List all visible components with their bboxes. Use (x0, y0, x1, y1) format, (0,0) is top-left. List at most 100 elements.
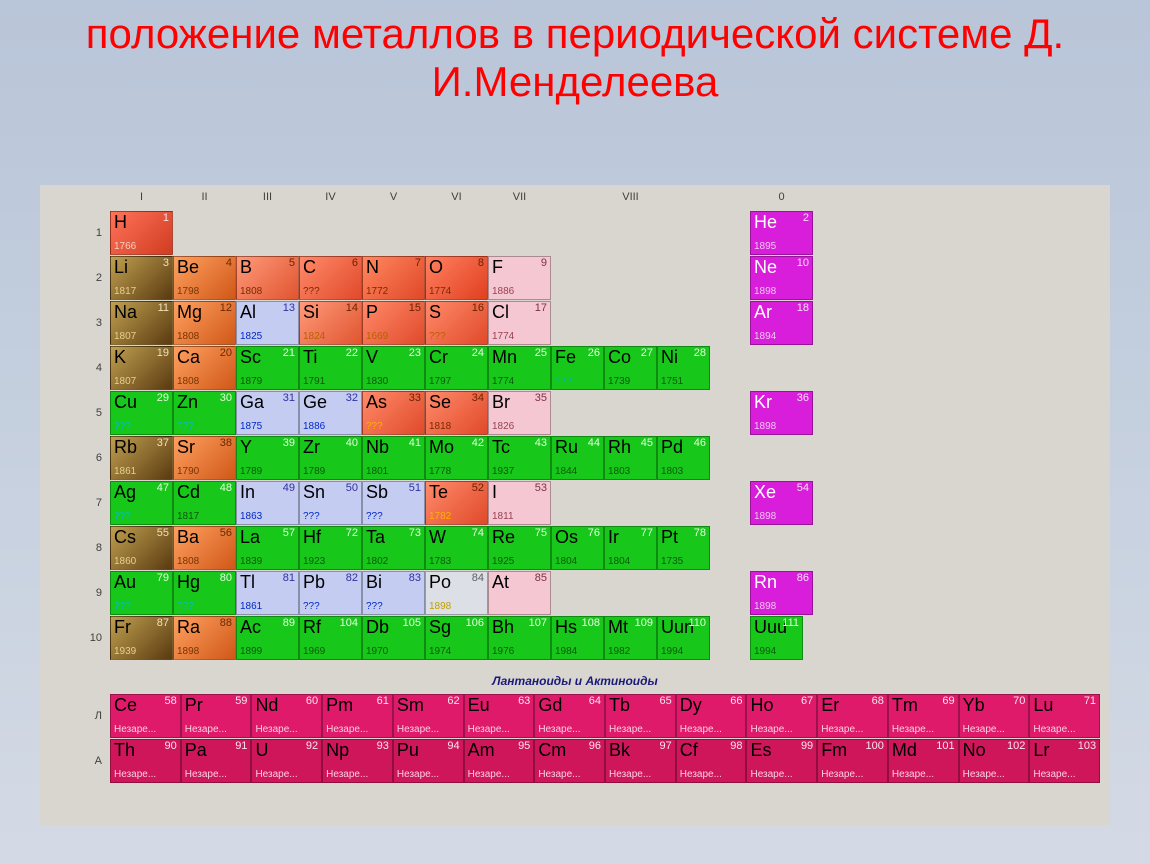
element-cell: Xe541898 (750, 481, 813, 525)
element-symbol: Pu (397, 741, 419, 759)
period-row: 9Au79???Hg80???Tl811861Pb82???Bi83???Po8… (50, 571, 1100, 615)
element-symbol: Sm (397, 696, 424, 714)
element-symbol: Th (114, 741, 135, 759)
element-cell: At85 (488, 571, 551, 615)
element-symbol: Pt (661, 528, 678, 546)
element-year: 1863 (240, 512, 262, 522)
element-symbol: Ho (750, 696, 773, 714)
element-number: 16 (472, 303, 484, 314)
element-symbol: Si (303, 303, 319, 321)
group-headers: IIIIIIIVVVIVIIVIII0 (110, 191, 1100, 209)
element-symbol: He (754, 213, 777, 231)
element-cell: Ga311875 (236, 391, 299, 435)
element-year: Незаре... (821, 725, 863, 735)
element-symbol: As (366, 393, 387, 411)
element-symbol: Br (492, 393, 510, 411)
element-year: Незаре... (114, 725, 156, 735)
element-cell: V231830 (362, 346, 425, 390)
element-symbol: La (240, 528, 260, 546)
element-symbol: Dy (680, 696, 702, 714)
element-number: 10 (797, 258, 809, 269)
element-number: 51 (409, 483, 421, 494)
element-year: 1803 (661, 467, 683, 477)
element-symbol: Pd (661, 438, 683, 456)
element-symbol: N (366, 258, 379, 276)
element-year: 1669 (366, 332, 388, 342)
element-symbol: P (366, 303, 378, 321)
group-header: III (236, 191, 299, 209)
element-number: 21 (283, 348, 295, 359)
element-number: 49 (283, 483, 295, 494)
element-number: 24 (472, 348, 484, 359)
element-year: 1898 (754, 422, 776, 432)
element-number: 82 (346, 573, 358, 584)
element-cell: Nd60Незаре... (251, 694, 322, 738)
element-year: 1789 (240, 467, 262, 477)
element-number: 2 (803, 213, 809, 224)
element-symbol: Cd (177, 483, 200, 501)
element-year: Незаре... (326, 770, 368, 780)
element-symbol: Ru (555, 438, 578, 456)
element-symbol: Bi (366, 573, 382, 591)
element-symbol: U (255, 741, 268, 759)
element-symbol: Hf (303, 528, 321, 546)
element-year: 1774 (492, 377, 514, 387)
element-cell: B51808 (236, 256, 299, 300)
period-label: 2 (50, 256, 110, 300)
element-number: 18 (797, 303, 809, 314)
element-year: 1974 (429, 647, 451, 657)
element-year: Незаре... (114, 770, 156, 780)
element-cell: Bh1071976 (488, 616, 551, 660)
period-label: 1 (50, 211, 110, 255)
element-symbol: Sc (240, 348, 261, 366)
element-year: ??? (177, 422, 194, 432)
element-symbol: Mg (177, 303, 202, 321)
element-year: Незаре... (680, 725, 722, 735)
element-number: 106 (466, 618, 484, 629)
element-number: 39 (283, 438, 295, 449)
element-cell: Cl171774 (488, 301, 551, 345)
element-symbol: Mt (608, 618, 628, 636)
element-year: 1826 (492, 422, 514, 432)
element-year: 1894 (754, 332, 776, 342)
element-number: 27 (641, 348, 653, 359)
element-symbol: Sr (177, 438, 195, 456)
element-number: 68 (872, 696, 884, 707)
element-year: 1982 (608, 647, 630, 657)
element-number: 70 (1013, 696, 1025, 707)
element-cell: S16??? (425, 301, 488, 345)
element-number: 88 (220, 618, 232, 629)
la-row: АTh90Незаре...Pa91Незаре...U92Незаре...N… (110, 739, 1100, 783)
element-cell: As 33??? (362, 391, 425, 435)
element-symbol: In (240, 483, 255, 501)
element-year: 1739 (608, 377, 630, 387)
element-symbol: Ge (303, 393, 327, 411)
group-header: V (362, 191, 425, 209)
element-cell: Ho67Незаре... (746, 694, 817, 738)
element-number: 58 (164, 696, 176, 707)
element-year: ??? (366, 422, 383, 432)
element-symbol: Rb (114, 438, 137, 456)
element-cell: Mt1091982 (604, 616, 657, 660)
element-year: Незаре... (185, 725, 227, 735)
element-number: 19 (157, 348, 169, 359)
element-cell: Cr241797 (425, 346, 488, 390)
element-year: 1789 (303, 467, 325, 477)
element-number: 54 (797, 483, 809, 494)
element-number: 33 (409, 393, 421, 404)
element-cell: Db1051970 (362, 616, 425, 660)
element-year: Незаре... (963, 770, 1005, 780)
element-year: Незаре... (255, 770, 297, 780)
element-year: 1839 (240, 557, 262, 567)
element-symbol: Pb (303, 573, 325, 591)
element-symbol: Ba (177, 528, 199, 546)
element-symbol: Ra (177, 618, 200, 636)
element-year: 1774 (492, 332, 514, 342)
element-year: 1804 (608, 557, 630, 567)
element-cell: Pa91Незаре... (181, 739, 252, 783)
group-header: 0 (750, 191, 813, 209)
element-symbol: Os (555, 528, 578, 546)
lanthanide-actinide-grid: ЛCe58Незаре...Pr59Незаре...Nd60Незаре...… (50, 694, 1100, 783)
element-number: 85 (535, 573, 547, 584)
element-symbol: Fm (821, 741, 847, 759)
